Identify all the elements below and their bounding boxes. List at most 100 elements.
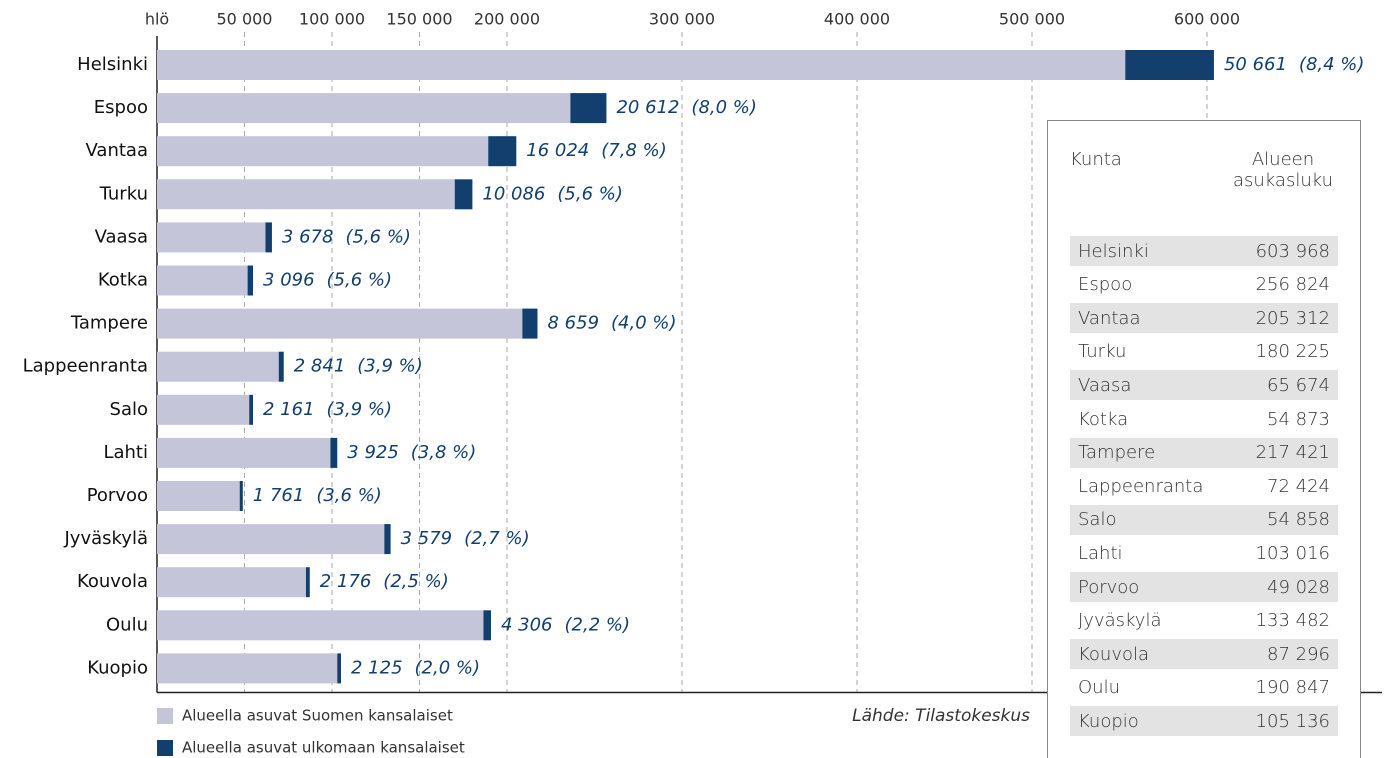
bar-segment	[157, 50, 1126, 80]
y-tick-label: Helsinki	[77, 54, 148, 75]
y-tick-label: Espoo	[94, 97, 148, 118]
value-label: 3 925	[347, 442, 399, 463]
table-cell: Lappeenranta	[1078, 475, 1204, 497]
table-cell: Turku	[1078, 341, 1127, 363]
bar-segment	[570, 93, 607, 124]
bar-segment	[337, 653, 341, 684]
share-label: (5,6 %)	[327, 270, 393, 291]
legend-swatch	[157, 740, 173, 756]
bar-segment	[157, 308, 523, 339]
table-cell: Espoo	[1078, 274, 1133, 296]
share-label: (4,0 %)	[611, 313, 677, 334]
y-tick-label: Turku	[99, 183, 148, 204]
bar-segment	[157, 437, 331, 468]
y-tick-label: Salo	[110, 399, 148, 420]
bar-segment	[488, 136, 517, 167]
table-cell: 65 674	[1267, 374, 1330, 396]
table-row: Espoo 256 824	[1070, 270, 1338, 300]
bar-segment	[239, 481, 243, 511]
bar-segment	[157, 136, 489, 167]
x-tick-label: 50 000	[217, 10, 273, 29]
share-label: (5,6 %)	[557, 183, 623, 204]
table-row: Vantaa 205 312	[1070, 303, 1338, 334]
y-tick-label: Kouvola	[77, 571, 148, 592]
y-tick-label: Lahti	[103, 442, 148, 463]
bar-segment	[278, 351, 284, 382]
table-row: Kotka 54 873	[1070, 404, 1338, 434]
table-cell: Kouvola	[1078, 643, 1150, 665]
bar-segment	[305, 567, 310, 598]
bar-segment	[384, 524, 391, 555]
y-tick-label: Kotka	[98, 270, 148, 291]
value-label: 20 612	[616, 97, 679, 118]
x-tick-label: 300 000	[649, 10, 715, 29]
y-tick-label: Jyväskylä	[64, 528, 149, 549]
share-label: (2,5 %)	[383, 571, 449, 592]
table-row: Helsinki 603 968	[1070, 236, 1338, 266]
table-cell: Tampere	[1078, 442, 1156, 464]
bar-segment	[522, 308, 538, 339]
table-cell: 603 968	[1255, 240, 1330, 262]
table-row: Oulu 190 847	[1070, 673, 1338, 703]
table-row: Kuopio 105 136	[1070, 706, 1338, 737]
table-cell: Helsinki	[1078, 240, 1149, 262]
value-label: 2 125	[351, 657, 403, 678]
value-label: 10 086	[482, 183, 545, 204]
table-cell: Jyväskylä	[1078, 610, 1162, 632]
x-tick-label: 400 000	[824, 10, 890, 29]
value-label: 3 096	[263, 270, 315, 291]
header-cell: Alueen asukasluku	[1232, 149, 1334, 191]
table-cell: Oulu	[1078, 677, 1120, 699]
table-cell: Porvoo	[1078, 576, 1140, 598]
table-cell: 49 028	[1267, 576, 1330, 598]
table-row: Jyväskylä 133 482	[1070, 606, 1338, 636]
bar-segment	[157, 394, 250, 425]
header-cell: Kunta	[1070, 149, 1122, 170]
table-row: Vaasa 65 674	[1070, 370, 1338, 401]
table-cell: 54 858	[1267, 509, 1330, 531]
value-label: 4 306	[501, 614, 553, 635]
table-cell: 190 847	[1255, 677, 1330, 699]
table-cell: Vaasa	[1078, 374, 1132, 396]
value-label: 1 761	[253, 485, 305, 506]
y-tick-label: Vantaa	[86, 140, 148, 161]
bar-segment	[157, 524, 385, 555]
share-label: (2,2 %)	[565, 614, 631, 635]
table-cell: 103 016	[1255, 542, 1330, 564]
table-row: Tampere 217 421	[1070, 437, 1338, 468]
legend-label: Alueella asuvat Suomen kansalaiset	[182, 707, 453, 725]
bar-segment	[483, 610, 491, 641]
table-row: Kouvola 87 296	[1070, 639, 1338, 670]
table-header: Kunta Alueen asukasluku	[1070, 149, 1338, 191]
share-label: (3,8 %)	[411, 442, 477, 463]
bar-segment	[330, 437, 338, 468]
table-cell: 180 225	[1255, 341, 1330, 363]
bar-segment	[157, 179, 455, 210]
value-label: 8 659	[547, 313, 599, 334]
legend-swatch	[157, 708, 173, 724]
value-label: 2 161	[263, 399, 315, 420]
x-tick-label: 600 000	[1174, 10, 1240, 29]
y-tick-label: Porvoo	[87, 485, 148, 506]
y-tick-label: Lappeenranta	[23, 356, 148, 377]
value-label: 2 176	[320, 571, 372, 592]
table-cell: Vantaa	[1078, 307, 1141, 329]
x-tick-label: 200 000	[474, 10, 540, 29]
value-label: 3 579	[401, 528, 453, 549]
bar-segment	[454, 179, 473, 210]
table-cell: 72 424	[1267, 475, 1330, 497]
bar-segment	[157, 653, 338, 684]
x-tick-label: 150 000	[386, 10, 452, 29]
x-tick-label: hlö	[145, 10, 169, 29]
bar-segment	[157, 351, 279, 382]
source: Lähde: Tilastokeskus	[852, 706, 1030, 726]
bar-segment	[265, 222, 272, 253]
share-label: (5,6 %)	[345, 226, 411, 247]
value-label: 50 661	[1224, 54, 1287, 75]
table-cell: 217 421	[1255, 442, 1330, 464]
y-tick-label: Vaasa	[95, 226, 148, 247]
bar-segment	[157, 222, 266, 253]
value-label: 2 841	[294, 356, 346, 377]
